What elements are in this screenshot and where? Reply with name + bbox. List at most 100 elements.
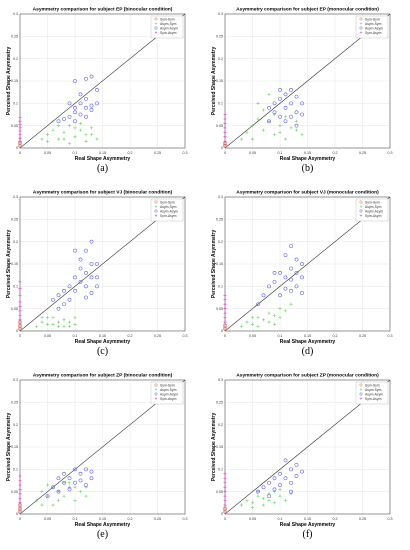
data-point — [84, 271, 88, 275]
data-point — [250, 124, 255, 128]
data-point — [289, 492, 293, 496]
panel-caption: (b) — [301, 163, 314, 174]
data-point — [73, 110, 77, 115]
x-tick-label: 0.25 — [154, 517, 161, 521]
data-point — [89, 126, 94, 130]
data-point — [245, 320, 249, 324]
chart-title: Asymmetry comparison for subject ZP (mon… — [236, 373, 379, 379]
data-point — [84, 76, 88, 81]
data-point — [84, 295, 88, 300]
data-point — [51, 297, 55, 302]
data-point — [95, 284, 99, 289]
data-point — [283, 309, 288, 313]
y-tick-label: 0.05 — [11, 490, 18, 494]
x-axis-label: Real Shape Asymmetry — [280, 339, 336, 345]
data-point — [261, 293, 266, 298]
legend-label: Sym-Asym — [160, 397, 177, 401]
data-point — [289, 101, 293, 106]
x-tick-label: 0.15 — [99, 334, 106, 338]
legend-marker — [154, 31, 158, 34]
data-point — [51, 322, 55, 326]
x-tick-label: 0.05 — [44, 334, 51, 338]
data-point — [239, 324, 244, 329]
x-axis-label: Real Shape Asymmetry — [280, 522, 336, 528]
data-point — [62, 318, 66, 322]
data-point — [245, 130, 249, 134]
data-point — [272, 501, 277, 505]
y-tick-label: 0.15 — [11, 262, 18, 266]
data-point — [283, 119, 288, 124]
data-point — [250, 316, 255, 320]
data-point — [34, 499, 39, 503]
legend-label: Sym-Asym — [365, 31, 382, 35]
y-tick-label: 0.1 — [218, 102, 223, 106]
data-point — [67, 320, 72, 324]
legend-marker — [359, 31, 363, 34]
legend-marker — [154, 26, 158, 30]
chart-title: Asymmetry comparison for subject EP (mon… — [236, 7, 379, 13]
data-point — [40, 320, 44, 324]
data-point — [45, 316, 50, 320]
data-point — [45, 322, 50, 326]
axes-frame — [224, 196, 391, 332]
legend-marker — [359, 383, 363, 387]
legend-marker — [359, 17, 363, 21]
legend-label: Sym-Sym — [365, 200, 380, 204]
data-point — [267, 119, 271, 123]
y-axis-label: Perceived Shape Asymmetry — [6, 413, 12, 482]
data-point — [18, 293, 22, 297]
scatter-chart: 00 0.05 0.05 0.1 0.1 0.15 0.15 0.2 0.2 0.25 0.25 0.… — [6, 7, 188, 163]
x-tick-label: 0 — [224, 334, 226, 338]
data-point — [73, 322, 77, 326]
data-point — [18, 323, 22, 328]
data-point — [267, 480, 271, 485]
y-tick-label: 0.15 — [216, 262, 223, 266]
data-point — [289, 467, 293, 472]
data-point — [56, 119, 61, 124]
legend-label: Asym-Asym — [160, 392, 178, 396]
y-tick-label: 0.15 — [11, 445, 18, 449]
data-point — [256, 490, 260, 494]
data-point — [51, 119, 55, 123]
x-tick-label: 0.1 — [278, 151, 283, 155]
data-point — [73, 316, 77, 320]
panel-caption: (c) — [96, 346, 109, 357]
data-point — [45, 494, 50, 499]
chart-panel: 0 0 0.05 0.05 0.1 0.1 0.15 0.15 0.2 0.2 0.25 0.25 0.… — [0, 366, 205, 549]
y-tick-label: 0.2 — [13, 423, 18, 427]
data-point — [73, 135, 77, 139]
data-point — [294, 284, 299, 289]
data-point — [18, 496, 22, 500]
legend-label: Asym-Asym — [365, 26, 383, 30]
x-axis-label: Real Shape Asymmetry — [280, 156, 336, 162]
data-point — [62, 481, 66, 485]
legend-marker — [359, 397, 363, 400]
legend — [355, 381, 389, 405]
data-point — [56, 306, 61, 311]
data-point — [95, 262, 99, 266]
x-tick-label: 0.25 — [359, 517, 366, 521]
data-point — [256, 324, 260, 329]
data-point — [89, 103, 94, 108]
y-tick-label: 0.1 — [218, 468, 223, 472]
x-tick-label: 0.2 — [333, 517, 338, 521]
data-point — [18, 483, 22, 487]
chart-title: Asymmetry comparison for subject VJ (bin… — [33, 190, 173, 196]
x-tick-label: 0.3 — [183, 151, 188, 155]
y-tick-label: 0.25 — [11, 218, 18, 222]
data-point — [300, 262, 304, 266]
y-axis-label: Perceived Shape Asymmetry — [211, 230, 217, 299]
x-tick-label: 0.1 — [278, 517, 283, 521]
legend-marker — [359, 26, 363, 30]
y-tick-label: 0.2 — [13, 240, 18, 244]
data-point — [278, 88, 282, 92]
chart-panel: 0 0 0.05 0.05 0.1 0.1 0.15 0.15 0.2 0.2 0.25 0.25 0.… — [205, 183, 410, 366]
x-tick-label: 0 — [19, 151, 21, 155]
data-point — [289, 88, 293, 92]
data-point — [56, 137, 61, 141]
data-point — [250, 322, 255, 326]
data-point — [18, 478, 22, 483]
legend-label: Asym-Sym — [160, 388, 177, 392]
data-point — [267, 320, 271, 324]
y-tick-label: 0.3 — [218, 195, 223, 199]
